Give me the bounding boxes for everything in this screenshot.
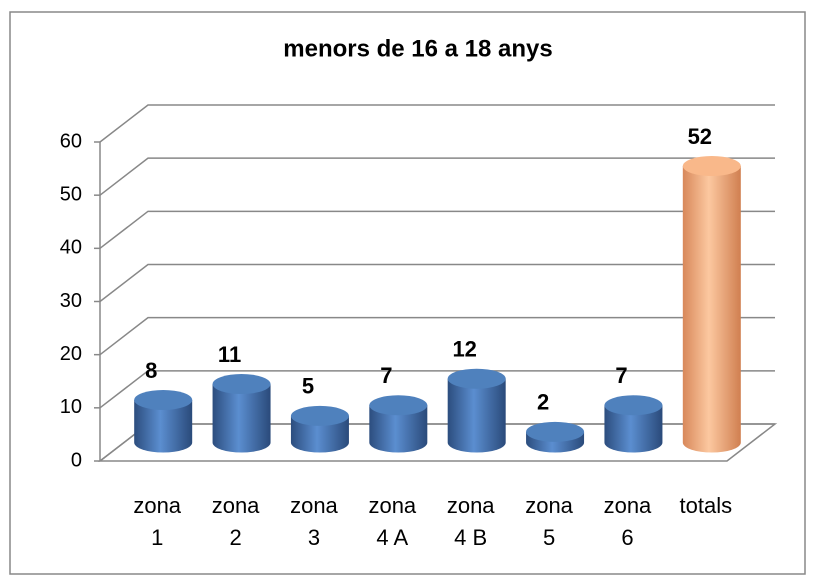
x-tick-label: zona 4 B bbox=[446, 493, 495, 550]
bar-top bbox=[290, 405, 349, 426]
value-label: 8 bbox=[145, 358, 157, 383]
bar bbox=[134, 399, 193, 453]
value-label: 7 bbox=[380, 363, 392, 388]
y-tick-label: 0 bbox=[71, 449, 82, 471]
grid-line bbox=[99, 370, 775, 409]
bar-top bbox=[604, 395, 663, 416]
chart-title: menors de 16 a 18 anys bbox=[283, 35, 552, 62]
grid-line bbox=[99, 157, 775, 196]
value-label: 52 bbox=[688, 124, 712, 149]
grid-line bbox=[99, 210, 775, 249]
grid-line bbox=[99, 104, 775, 143]
y-tick-label: 40 bbox=[60, 237, 82, 259]
x-tick-label: zona 5 bbox=[525, 493, 573, 550]
value-label: 5 bbox=[302, 374, 314, 399]
value-label: 7 bbox=[615, 363, 627, 388]
x-tick-label: zona 3 bbox=[290, 493, 338, 550]
bar-top bbox=[212, 374, 271, 395]
x-tick-label: zona 6 bbox=[603, 493, 652, 550]
bar bbox=[447, 378, 506, 453]
bar-top bbox=[526, 421, 585, 442]
value-label: 11 bbox=[218, 342, 241, 367]
value-label: 12 bbox=[452, 337, 476, 362]
bar-top bbox=[447, 368, 506, 389]
y-tick-label: 60 bbox=[60, 130, 82, 152]
x-tick-label: zona 4 A bbox=[368, 493, 417, 550]
bar bbox=[682, 166, 741, 453]
bar bbox=[212, 384, 271, 453]
bar-top bbox=[134, 389, 193, 410]
grid-line bbox=[99, 316, 775, 356]
y-tick-label: 30 bbox=[60, 290, 82, 312]
bar-top bbox=[682, 156, 741, 177]
value-label: 2 bbox=[537, 390, 549, 415]
grid-line bbox=[99, 263, 775, 303]
bar-top bbox=[369, 395, 428, 416]
y-tick-label: 20 bbox=[60, 343, 82, 365]
bar bbox=[290, 415, 349, 453]
x-tick-label: zona 2 bbox=[211, 493, 260, 550]
y-tick-label: 10 bbox=[60, 396, 82, 418]
x-tick-label: totals bbox=[679, 493, 733, 518]
bar bbox=[369, 405, 428, 453]
x-tick-label: zona 1 bbox=[133, 493, 182, 550]
y-tick-label: 50 bbox=[60, 183, 82, 205]
bar bbox=[604, 405, 663, 453]
